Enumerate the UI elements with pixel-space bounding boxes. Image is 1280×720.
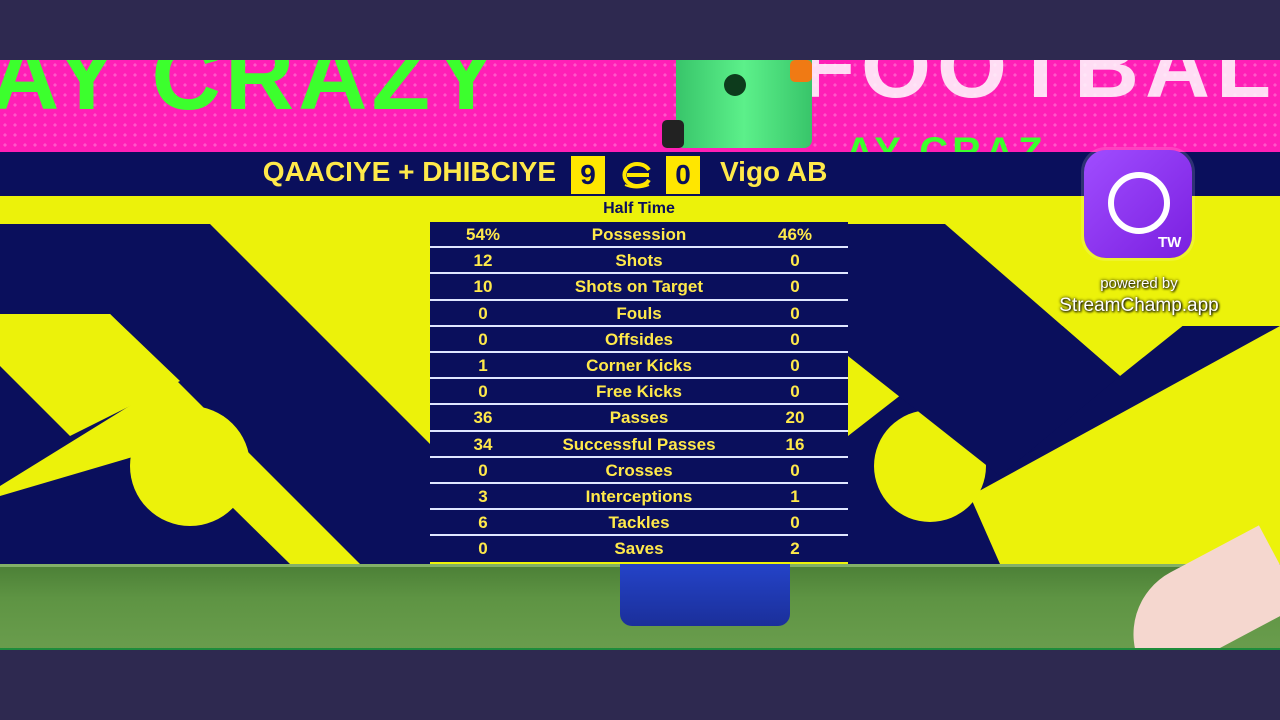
away-value: 2 [790, 539, 800, 559]
chevron-pattern [0, 224, 1280, 564]
stat-label: Passes [609, 408, 669, 428]
stat-row-interceptions: 3 Interceptions 1 [430, 483, 848, 511]
glove-left-icon [662, 120, 684, 148]
record-ring-icon [1108, 172, 1170, 234]
away-score: 0 [666, 156, 700, 194]
goalkeeper-figure [676, 60, 812, 148]
player-shorts-figure [620, 564, 790, 626]
stat-label: Offsides [604, 329, 674, 349]
away-value: 0 [790, 277, 800, 297]
banner-graphic-left: AY CRAZY [0, 60, 503, 130]
streamchamp-record-icon[interactable]: TW [1084, 150, 1192, 258]
home-value: 10 [473, 277, 493, 297]
stat-row-crosses: 0 Crosses 0 [430, 457, 848, 484]
away-value: 0 [790, 329, 800, 349]
game-frame: AY CRAZY FOOTBAL AY CRAZ QAACIYE + DHIBC… [0, 60, 1280, 650]
shirt-crest-icon [724, 74, 746, 96]
stat-label: Saves [614, 539, 664, 559]
magenta-banner: AY CRAZY FOOTBAL AY CRAZ [0, 60, 1280, 174]
home-value: 3 [478, 486, 488, 506]
away-value: 0 [790, 251, 800, 271]
stat-label: Shots on Target [574, 277, 704, 297]
stat-label: Crosses [605, 460, 673, 480]
home-value: 0 [478, 329, 488, 349]
away-value: 1 [790, 486, 800, 506]
stat-row-possession: 54% Possession 46% [430, 222, 848, 249]
stats-background [0, 196, 1280, 564]
away-value: 20 [785, 408, 805, 428]
home-team-name: QAACIYE + DHIBCIYE [262, 156, 556, 187]
away-value: 46% [777, 225, 813, 244]
stat-label: Possession [591, 225, 687, 244]
home-value: 54% [465, 225, 501, 244]
stat-row-saves: 0 Saves 2 [430, 536, 848, 563]
home-value: 0 [478, 460, 488, 480]
home-value: 12 [473, 251, 493, 271]
stat-label: Fouls [616, 303, 662, 323]
home-value: 6 [478, 513, 488, 533]
stat-row-fouls: 0 Fouls 0 [430, 300, 848, 327]
away-value: 0 [790, 382, 800, 402]
home-score: 9 [571, 156, 605, 194]
away-team-name: Vigo AB [720, 156, 828, 187]
home-value: 1 [478, 355, 488, 375]
stat-label: Shots [615, 251, 663, 271]
home-value: 34 [473, 434, 493, 454]
stat-row-shots-on-target: 10 Shots on Target 0 [430, 274, 848, 301]
stat-label: Free Kicks [596, 382, 682, 402]
stat-row-passes: 36 Passes 20 [430, 405, 848, 432]
stat-row-free-kicks: 0 Free Kicks 0 [430, 379, 848, 406]
frame-edge [0, 648, 1280, 650]
home-value: 0 [478, 382, 488, 402]
streamchamp-app-label: StreamChamp.app [1059, 295, 1219, 316]
away-value: 0 [790, 460, 800, 480]
stat-row-successful-passes: 34 Successful Passes 16 [430, 431, 848, 458]
powered-by-label: powered by [1100, 275, 1178, 292]
banner-graphic-right: FOOTBAL [800, 60, 1277, 117]
away-value: 0 [790, 355, 800, 375]
away-value: 0 [790, 303, 800, 323]
stats-table: 54% Possession 46% 12 Shots 0 10 Shots o… [430, 222, 848, 563]
stat-row-tackles: 6 Tackles 0 [430, 510, 848, 537]
home-value: 36 [473, 408, 493, 428]
stat-row-shots: 12 Shots 0 [430, 248, 848, 275]
efootball-logo-icon [615, 156, 659, 194]
home-value: 0 [478, 539, 488, 559]
stat-row-offsides: 0 Offsides 0 [430, 326, 848, 353]
away-value: 0 [790, 513, 800, 533]
stat-label: Successful Passes [562, 434, 716, 454]
stat-label: Interceptions [585, 486, 693, 506]
stat-row-corner-kicks: 1 Corner Kicks 0 [430, 352, 848, 380]
period-label: Half Time [603, 200, 675, 217]
stat-label: Tackles [608, 513, 670, 533]
scoreboard: QAACIYE + DHIBCIYE 9 0 Vigo AB [0, 152, 1280, 196]
glove-right-icon [790, 60, 812, 82]
stat-label: Corner Kicks [586, 355, 692, 375]
streamchamp-badge: TW [1158, 234, 1182, 251]
away-value: 16 [785, 434, 805, 454]
home-value: 0 [478, 303, 488, 323]
